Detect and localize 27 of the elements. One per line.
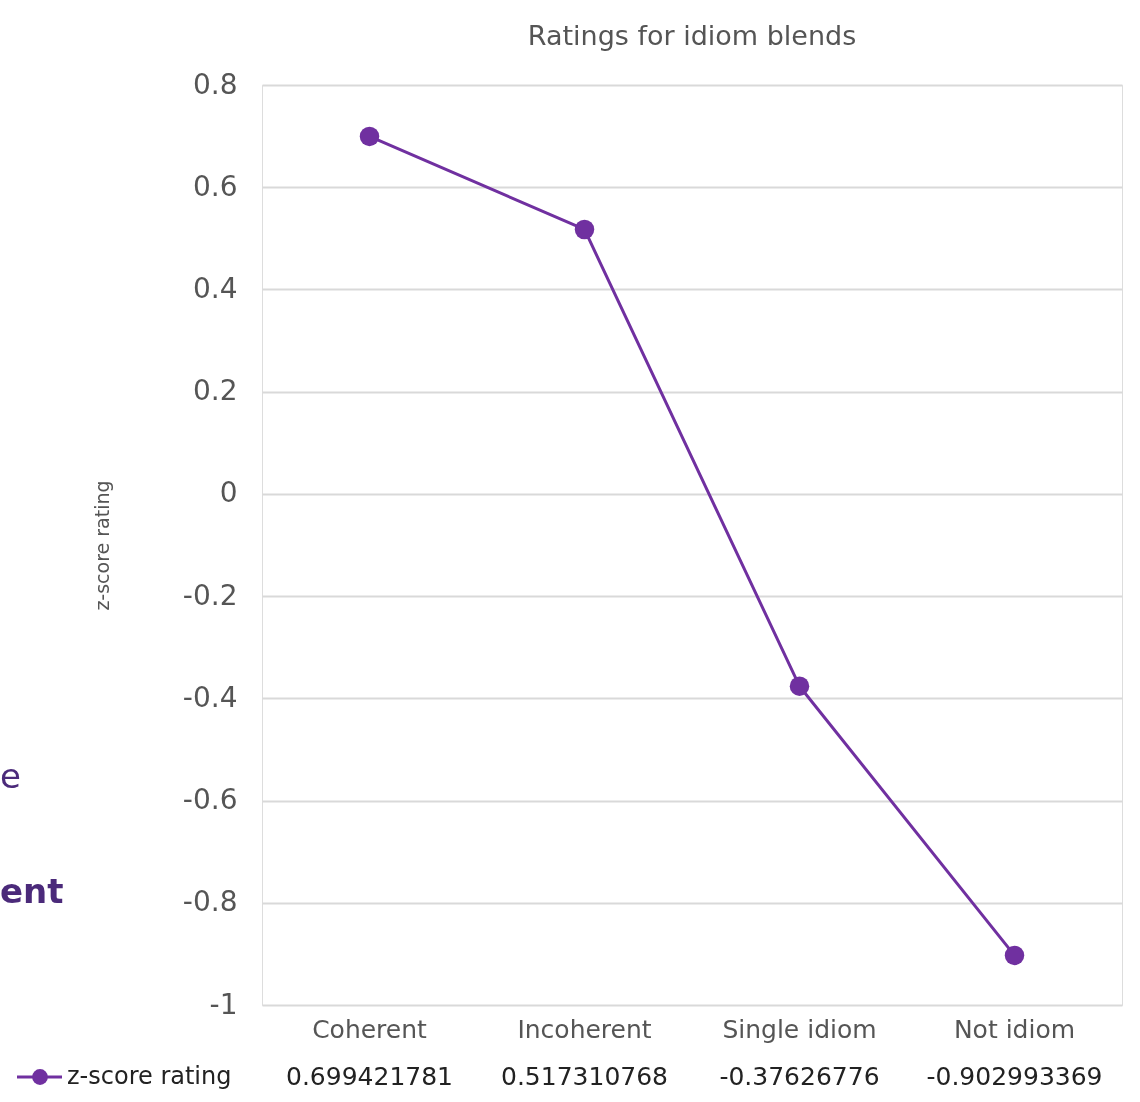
y-tick-label: -1 xyxy=(209,987,238,1021)
point xyxy=(789,676,810,696)
legend-label: z-score rating xyxy=(67,1062,232,1090)
y-tick-label: -0.2 xyxy=(182,578,238,612)
text: ent xyxy=(0,871,64,911)
point xyxy=(1004,945,1025,966)
y-tick-label: 0.8 xyxy=(192,67,238,101)
y-tick-label: 0.4 xyxy=(192,271,238,305)
point xyxy=(359,126,380,147)
data-label: -0.902993369 xyxy=(926,1062,1103,1091)
y-tick-label: 0 xyxy=(219,476,238,510)
y-axis-title: z-score rating xyxy=(90,480,113,611)
x-tick-label: Incoherent xyxy=(517,1015,652,1044)
y-tick-label: -0.6 xyxy=(182,783,238,817)
x-tick-label: Coherent xyxy=(312,1015,428,1044)
y-tick-label: -0.8 xyxy=(182,885,238,919)
chart-title: Ratings for idiom blends xyxy=(527,20,857,51)
y-tick-label: 0.2 xyxy=(192,374,238,408)
data-label: 0.517310768 xyxy=(500,1062,669,1091)
x-tick-label: Not idiom xyxy=(953,1015,1076,1044)
y-tick-label: -0.4 xyxy=(182,680,238,714)
data-label: 0.699421781 xyxy=(285,1062,454,1091)
text: e xyxy=(0,756,21,796)
data-label: -0.37626776 xyxy=(719,1062,880,1091)
point xyxy=(574,219,595,240)
y-tick-label: 0.6 xyxy=(192,169,238,203)
x-tick-label: Single idiom xyxy=(722,1015,877,1044)
